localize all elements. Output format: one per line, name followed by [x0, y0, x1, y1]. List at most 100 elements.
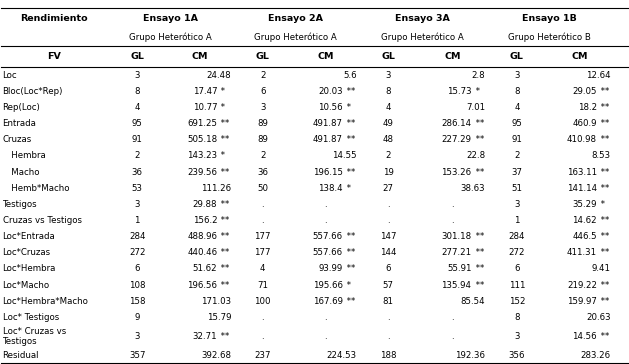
- Text: 29.05: 29.05: [572, 87, 597, 96]
- Text: 10.56: 10.56: [318, 103, 343, 112]
- Text: Loc*Macho: Loc*Macho: [3, 281, 50, 290]
- Text: *: *: [218, 103, 225, 112]
- Text: Loc* Testigos: Loc* Testigos: [3, 313, 59, 322]
- Text: Entrada: Entrada: [3, 119, 36, 128]
- Text: 95: 95: [511, 119, 522, 128]
- Text: 91: 91: [131, 135, 143, 145]
- Text: .: .: [387, 200, 389, 209]
- Text: 17.47: 17.47: [192, 87, 217, 96]
- Text: 272: 272: [509, 248, 525, 257]
- Text: 156.2: 156.2: [192, 216, 217, 225]
- Text: Hembra: Hembra: [3, 151, 45, 161]
- Text: .: .: [451, 216, 454, 225]
- Text: 440.46: 440.46: [187, 248, 217, 257]
- Text: 48: 48: [382, 135, 394, 145]
- Text: **: **: [598, 216, 610, 225]
- Text: CM: CM: [192, 52, 208, 61]
- Text: 188: 188: [380, 351, 396, 360]
- Text: .: .: [451, 313, 454, 322]
- Text: 283.26: 283.26: [581, 351, 611, 360]
- Text: 4: 4: [514, 103, 520, 112]
- Text: 286.14: 286.14: [442, 119, 471, 128]
- Text: **: **: [598, 281, 610, 290]
- Text: **: **: [598, 87, 610, 96]
- Text: 356: 356: [509, 351, 525, 360]
- Text: Rendimiento: Rendimiento: [20, 14, 88, 23]
- Text: 392.68: 392.68: [201, 351, 231, 360]
- Text: Ensayo 2A: Ensayo 2A: [268, 14, 323, 23]
- Text: **: **: [472, 135, 484, 145]
- Text: 35.29: 35.29: [572, 200, 597, 209]
- Text: 239.56: 239.56: [187, 168, 217, 177]
- Text: 505.18: 505.18: [187, 135, 217, 145]
- Text: **: **: [472, 232, 484, 241]
- Text: **: **: [344, 232, 355, 241]
- Text: 7.01: 7.01: [466, 103, 485, 112]
- Text: 152: 152: [509, 297, 525, 306]
- Text: **: **: [598, 184, 610, 193]
- Text: .: .: [324, 200, 327, 209]
- Text: 6: 6: [135, 265, 140, 273]
- Text: 219.22: 219.22: [567, 281, 597, 290]
- Text: CM: CM: [317, 52, 334, 61]
- Text: Bloc(Loc*Rep): Bloc(Loc*Rep): [3, 87, 63, 96]
- Text: Loc*Hembra*Macho: Loc*Hembra*Macho: [3, 297, 89, 306]
- Text: 111: 111: [509, 281, 525, 290]
- Text: **: **: [598, 119, 610, 128]
- Text: **: **: [218, 216, 230, 225]
- Text: 8.53: 8.53: [592, 151, 611, 161]
- Text: **: **: [218, 119, 230, 128]
- Text: Grupo Heterótico B: Grupo Heterótico B: [508, 33, 591, 42]
- Text: Loc* Cruzas vs
Testigos: Loc* Cruzas vs Testigos: [3, 327, 66, 346]
- Text: GL: GL: [510, 52, 524, 61]
- Text: *: *: [344, 184, 351, 193]
- Text: .: .: [262, 216, 264, 225]
- Text: .: .: [324, 216, 327, 225]
- Text: 55.91: 55.91: [447, 265, 471, 273]
- Text: 141.14: 141.14: [567, 184, 597, 193]
- Text: Cruzas: Cruzas: [3, 135, 32, 145]
- Text: 2: 2: [260, 71, 265, 80]
- Text: 15.73: 15.73: [447, 87, 471, 96]
- Text: **: **: [472, 265, 484, 273]
- Text: 143.23: 143.23: [187, 151, 217, 161]
- Text: 32.71: 32.71: [192, 332, 217, 341]
- Text: *: *: [218, 151, 225, 161]
- Text: 108: 108: [129, 281, 145, 290]
- Text: 2: 2: [514, 151, 520, 161]
- Text: 2: 2: [386, 151, 391, 161]
- Text: 81: 81: [382, 297, 394, 306]
- Text: 14.56: 14.56: [572, 332, 597, 341]
- Text: 89: 89: [257, 119, 268, 128]
- Text: 4: 4: [386, 103, 391, 112]
- Text: Loc*Cruzas: Loc*Cruzas: [3, 248, 51, 257]
- Text: Grupo Heterótico A: Grupo Heterótico A: [254, 33, 337, 42]
- Text: 36: 36: [257, 168, 268, 177]
- Text: **: **: [598, 103, 610, 112]
- Text: 196.15: 196.15: [313, 168, 343, 177]
- Text: .: .: [451, 332, 454, 341]
- Text: 9: 9: [135, 313, 140, 322]
- Text: Ensayo 1A: Ensayo 1A: [143, 14, 198, 23]
- Text: 51: 51: [511, 184, 523, 193]
- Text: 12.64: 12.64: [586, 71, 611, 80]
- Text: **: **: [218, 168, 230, 177]
- Text: Grupo Heterótico A: Grupo Heterótico A: [381, 33, 464, 42]
- Text: 491.87: 491.87: [313, 135, 343, 145]
- Text: **: **: [344, 135, 355, 145]
- Text: 20.63: 20.63: [586, 313, 611, 322]
- Text: **: **: [598, 232, 610, 241]
- Text: 14.62: 14.62: [572, 216, 597, 225]
- Text: *: *: [598, 200, 605, 209]
- Text: 177: 177: [255, 232, 271, 241]
- Text: **: **: [218, 248, 230, 257]
- Text: 691.25: 691.25: [187, 119, 217, 128]
- Text: **: **: [344, 119, 355, 128]
- Text: **: **: [344, 168, 355, 177]
- Text: 301.18: 301.18: [442, 232, 471, 241]
- Text: 20.03: 20.03: [318, 87, 343, 96]
- Text: 135.94: 135.94: [442, 281, 471, 290]
- Text: 53: 53: [131, 184, 143, 193]
- Text: GL: GL: [130, 52, 144, 61]
- Text: **: **: [344, 87, 355, 96]
